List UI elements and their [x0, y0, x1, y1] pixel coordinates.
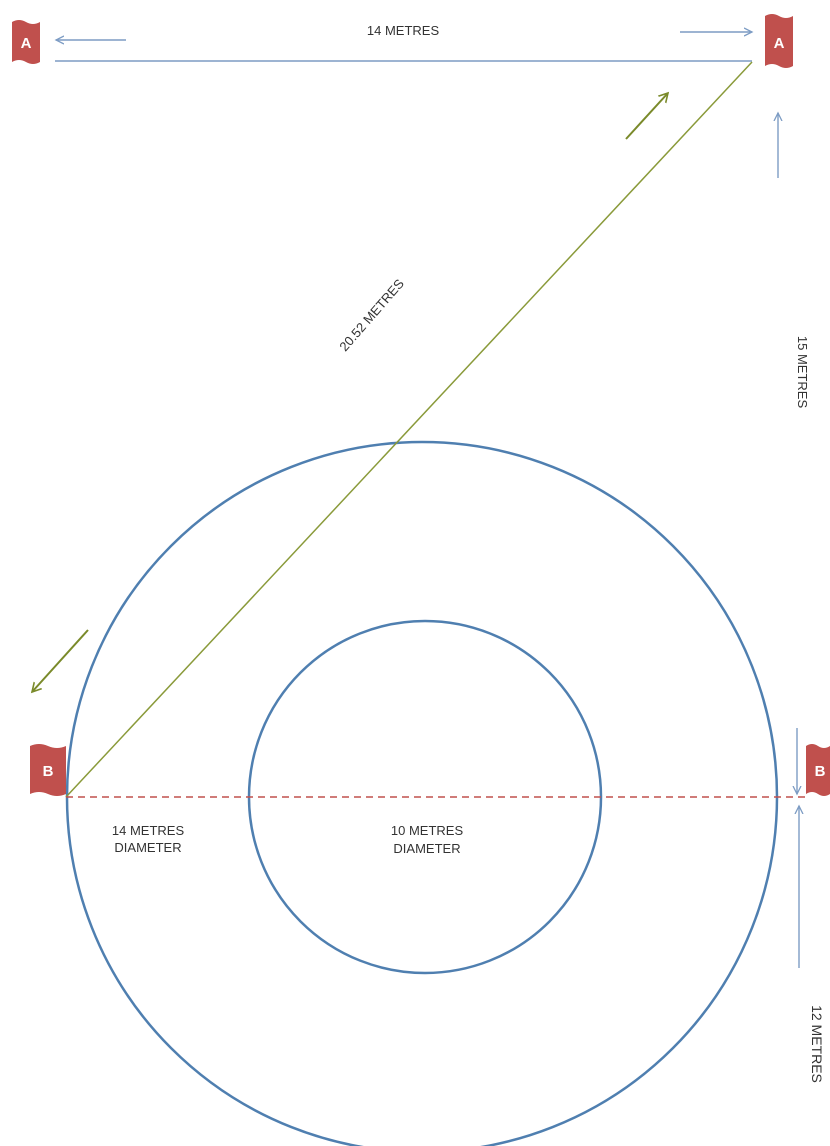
marker-a-label: A	[21, 35, 32, 52]
marker-a-top-left: A	[12, 20, 40, 64]
arrow-diagonal-down	[32, 629, 89, 692]
right-upper-distance-label: 15 METRES	[795, 336, 810, 409]
marker-a-top-right: A	[765, 14, 793, 68]
marker-a-label: A	[774, 35, 785, 52]
top-distance-label: 14 METRES	[367, 23, 440, 38]
marker-b-left: B	[30, 744, 66, 796]
right-lower-distance-label: 12 METRES	[809, 1005, 825, 1083]
inner-circle-label-line1: 10 METRES	[391, 823, 464, 838]
inner-circle-label-line2: DIAMETER	[393, 841, 460, 856]
diagonal-distance-label: 20.52 METRES	[336, 276, 407, 354]
outer-circle	[65, 440, 779, 1146]
diagonal-line	[65, 61, 753, 798]
marker-b-label: B	[43, 763, 54, 780]
marker-b-right: B	[806, 744, 830, 796]
outer-circle-label-line1: 14 METRES	[112, 823, 185, 838]
outer-circle-label-line2: DIAMETER	[114, 840, 181, 855]
arrow-diagonal-up	[625, 93, 668, 140]
marker-b-label: B	[815, 763, 826, 780]
